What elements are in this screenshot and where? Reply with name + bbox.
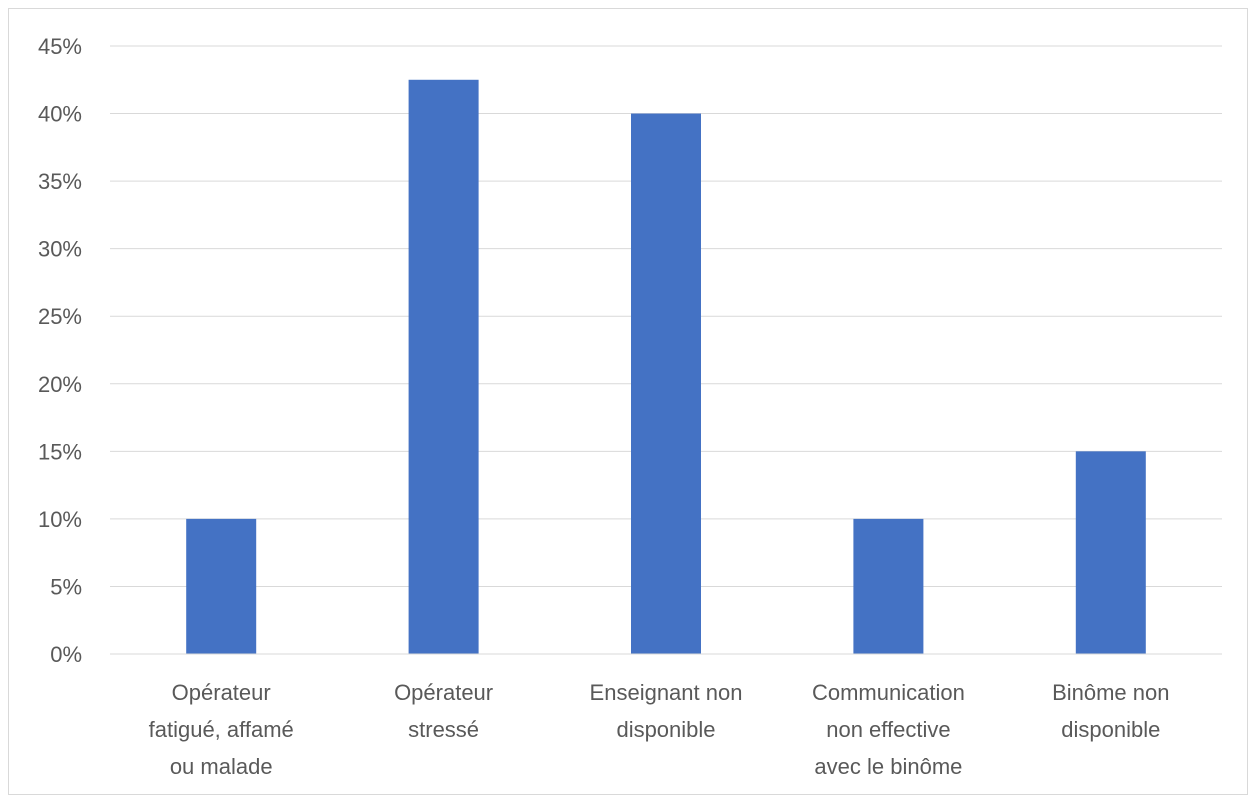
x-category-label-line: stressé (408, 717, 479, 742)
y-tick-label: 10% (38, 507, 82, 532)
y-tick-label: 5% (50, 574, 82, 599)
x-category-label: Opérateur fatigué, affamé ou malade (149, 680, 294, 779)
y-tick-label: 20% (38, 372, 82, 397)
bar (1075, 451, 1146, 654)
bar (631, 113, 701, 655)
bar (408, 79, 479, 655)
x-category-label-line: Binôme non (1052, 680, 1169, 705)
y-tick-label: 30% (38, 237, 82, 262)
y-tick-label: 25% (38, 304, 82, 329)
x-category-label-line: avec le binôme (814, 754, 962, 779)
x-category-label-line: disponible (1061, 717, 1160, 742)
x-category-label-line: Opérateur (172, 680, 271, 705)
x-category-label: Enseignant non disponible (590, 680, 743, 742)
bar (186, 518, 257, 654)
x-category-label-line: non effective (826, 717, 950, 742)
y-tick-label: 35% (38, 169, 82, 194)
x-category-label-line: ou malade (170, 754, 273, 779)
y-tick-label: 0% (50, 642, 82, 667)
x-category-label-line: Communication (812, 680, 965, 705)
y-tick-label: 45% (38, 34, 82, 59)
x-category-label-line: fatigué, affamé (149, 717, 294, 742)
y-tick-label: 15% (38, 439, 82, 464)
x-category-label: Communication non effective avec le binôme (812, 680, 965, 779)
bar (853, 518, 924, 654)
x-category-label: Binôme non disponible (1052, 680, 1169, 742)
x-category-label: Opérateur stressé (394, 680, 493, 742)
chart-frame (8, 8, 1248, 795)
bars (186, 79, 1146, 655)
y-tick-label: 40% (38, 102, 82, 127)
x-category-label-line: Enseignant non (590, 680, 743, 705)
x-axis-category-labels: Opérateur fatigué, affamé ou maladeOpérate… (149, 680, 1170, 779)
x-category-label-line: Opérateur (394, 680, 493, 705)
y-axis-tick-labels: 0% 5% 10% 15% 20% 25% 30% 35% 40% 45% (38, 34, 82, 667)
x-category-label-line: disponible (616, 717, 715, 742)
